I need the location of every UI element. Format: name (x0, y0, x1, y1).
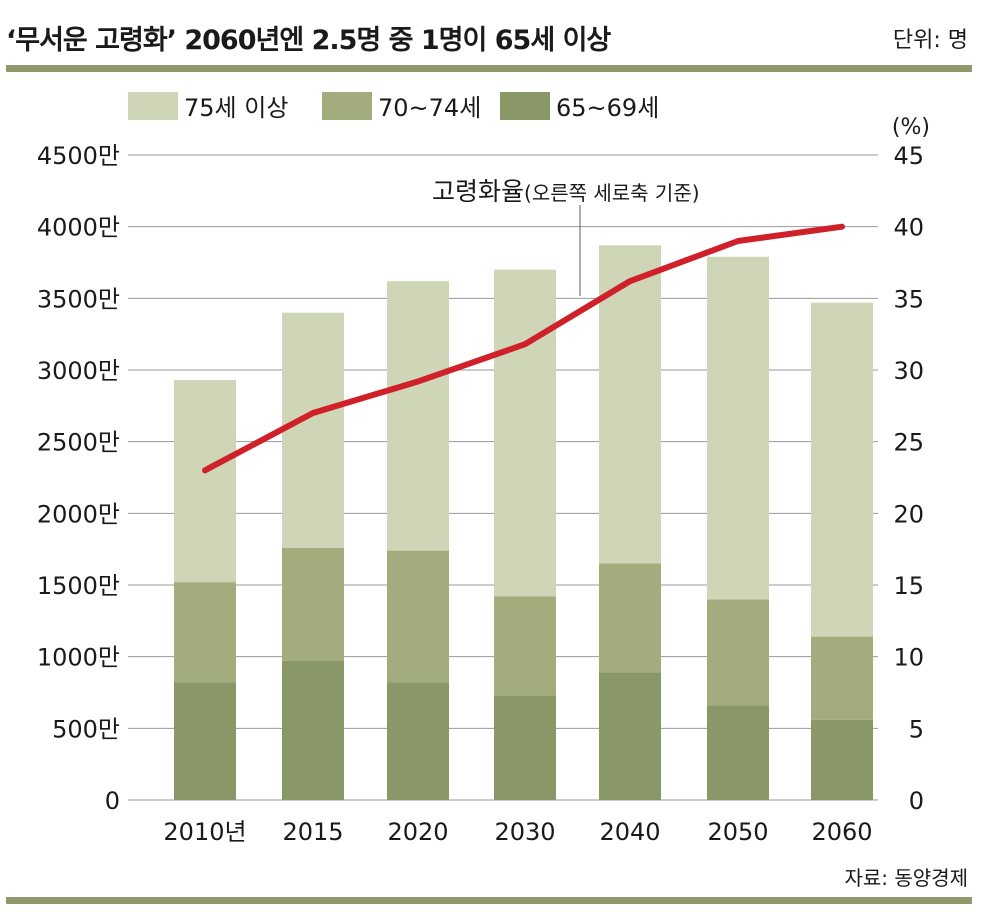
y-right-tick-label: 35 (893, 285, 924, 313)
bar-segment (811, 302, 873, 637)
line-annotation: 고령화율(오른쪽 세로축 기준) (432, 177, 700, 206)
bar-segment (282, 547, 344, 661)
x-tick-label: 2050 (707, 818, 768, 846)
bar-segment (387, 281, 449, 551)
y-left-tick-label: 500만 (52, 715, 120, 743)
x-tick-label: 2030 (494, 818, 555, 846)
x-tick-label: 2010년 (163, 818, 246, 846)
y-left-tick-label: 1000만 (37, 644, 120, 672)
legend: 75세 이상 70~74세 65~69세 (128, 92, 659, 122)
bar-segment (599, 672, 661, 800)
y-left-tick-label: 4500만 (37, 142, 120, 170)
bar-segment (174, 582, 236, 683)
y-right-tick-label: 30 (893, 357, 924, 385)
y-left-tick-label: 2500만 (37, 429, 120, 457)
y-right-tick-label: 40 (893, 214, 924, 242)
x-tick-label: 2060 (811, 818, 872, 846)
x-tick-label: 2040 (599, 818, 660, 846)
y-right-tick-label: 10 (893, 644, 924, 672)
unit-label: 단위: 명 (892, 28, 968, 53)
bar-segment (387, 682, 449, 800)
bar-segment (494, 596, 556, 696)
y-right-tick-label: 25 (893, 429, 924, 457)
line-layer: 고령화율(오른쪽 세로축 기준) (202, 177, 845, 474)
legend-label: 75세 이상 (184, 94, 288, 122)
legend-swatch (128, 92, 178, 120)
y-left-tick-label: 1500만 (37, 572, 120, 600)
bar-segment (282, 312, 344, 548)
y-right-tick-label: 5 (909, 715, 924, 743)
bar-segment (387, 550, 449, 683)
bar-segment (282, 660, 344, 800)
x-tick-label: 2015 (282, 818, 343, 846)
bar-segment (174, 380, 236, 583)
bar-segment (811, 719, 873, 800)
chart-title: ‘무서운 고령화’ 2060년엔 2.5명 중 1명이 65세 이상 (6, 25, 611, 56)
bar-segment (174, 682, 236, 800)
y-right-tick-label: 0 (909, 787, 924, 815)
bar-segment (707, 599, 769, 706)
y-left-tick-label: 4000만 (37, 214, 120, 242)
y-left-tick-label: 2000만 (37, 500, 120, 528)
bar-segment (599, 245, 661, 564)
legend-swatch (500, 92, 550, 120)
bottom-rule (6, 897, 972, 904)
x-tick-label: 2020 (387, 818, 448, 846)
legend-swatch (322, 92, 372, 120)
bar-segment (811, 636, 873, 720)
bar-segment (707, 705, 769, 800)
y-right-tick-label: 20 (893, 500, 924, 528)
bar-segment (494, 695, 556, 800)
bar-segment (494, 269, 556, 597)
bar-segment (707, 256, 769, 600)
y-right-tick-label: 15 (893, 572, 924, 600)
y-right-axis-label: (%) (892, 115, 930, 140)
y-left-tick-label: 3500만 (37, 285, 120, 313)
bars (174, 245, 873, 800)
source-note: 자료: 동양경제 (844, 866, 969, 890)
legend-label: 65~69세 (556, 94, 659, 122)
legend-label: 70~74세 (378, 94, 481, 122)
axes: 0 500만 1000만 1500만 2000만 2500만 3000만 3500만 4000만… (37, 115, 930, 846)
bar-segment (599, 563, 661, 673)
y-left-tick-label: 3000만 (37, 357, 120, 385)
top-rule (6, 65, 972, 72)
y-left-tick-label: 0 (105, 787, 120, 815)
y-right-tick-label: 45 (893, 142, 924, 170)
